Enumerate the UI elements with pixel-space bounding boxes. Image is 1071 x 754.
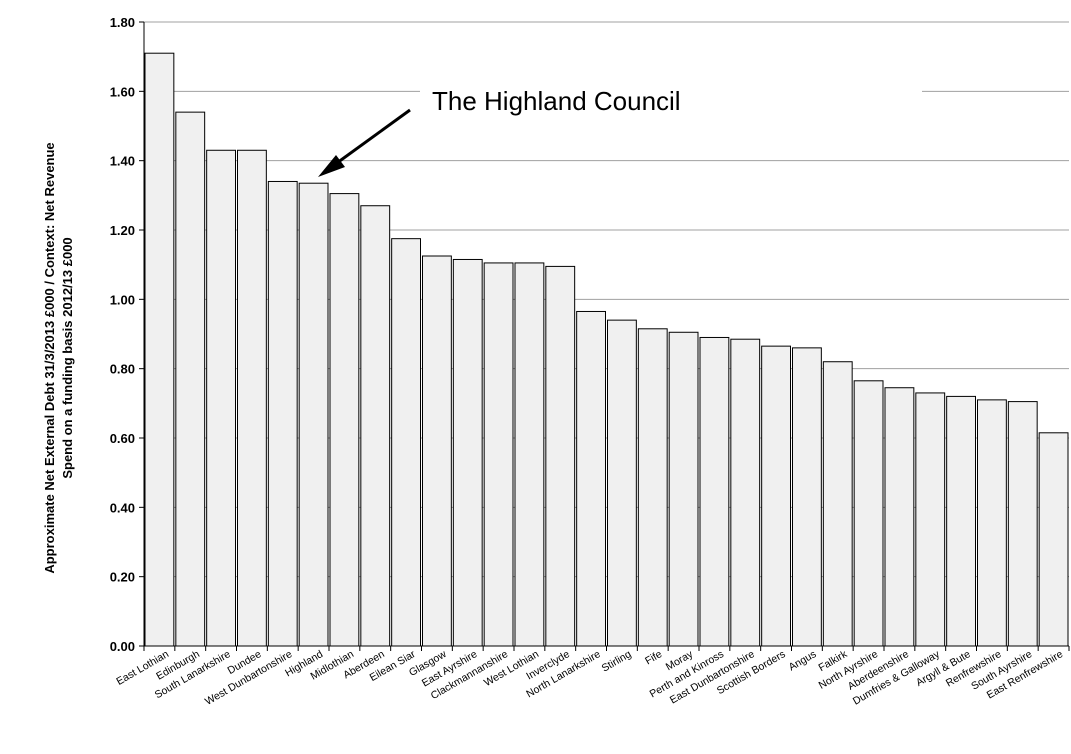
y-tick-label: 0.00 (110, 639, 135, 654)
bar (391, 238, 421, 647)
y-tick-label: 1.20 (110, 223, 135, 238)
annotation-background (420, 80, 922, 116)
bar (915, 392, 946, 647)
y-tick-label: 0.20 (110, 570, 135, 585)
axes (139, 21, 1070, 651)
x-tick-label: Stirling (600, 648, 634, 675)
y-tick-label: 1.80 (110, 15, 135, 30)
bar (1007, 401, 1038, 647)
bar (237, 149, 267, 647)
y-tick-label: 0.40 (110, 500, 135, 515)
bar (175, 111, 206, 647)
x-tick-label: Fife (643, 648, 664, 667)
bar (607, 319, 637, 647)
bar (822, 361, 853, 647)
bar (946, 395, 977, 647)
annotation-text: The Highland Council (432, 86, 681, 116)
annotation-arrow-head (318, 155, 345, 177)
bar (699, 336, 730, 647)
bar (977, 399, 1007, 647)
bars (144, 52, 1069, 647)
bar (761, 345, 792, 647)
bar (144, 52, 175, 647)
bar (329, 193, 360, 647)
annotation: The Highland Council (318, 80, 922, 177)
bar (360, 205, 391, 647)
bar (853, 380, 884, 647)
bar (730, 338, 761, 647)
bar (668, 331, 699, 647)
bar (637, 328, 668, 647)
y-axis-label-line2: Spend on a funding basis 2012/13 £000 (60, 237, 75, 478)
bar (422, 255, 452, 647)
y-tick-label: 1.60 (110, 84, 135, 99)
x-tick-label: Angus (787, 648, 819, 673)
y-tick-label: 1.40 (110, 154, 135, 169)
bar (514, 262, 545, 647)
bar (452, 258, 483, 647)
bar (483, 262, 514, 647)
bar (884, 387, 915, 647)
bar (206, 149, 237, 647)
y-tick-labels: 0.00 0.20 0.40 0.60 0.80 1.00 1.20 1.40 1.60 1.80 (110, 15, 135, 654)
bar (298, 182, 329, 647)
bar (792, 347, 822, 647)
y-tick-label: 0.80 (110, 362, 135, 377)
bar (545, 265, 576, 647)
y-tick-label: 0.60 (110, 431, 135, 446)
bar (1038, 432, 1069, 647)
bar (576, 310, 607, 647)
gridlines (144, 21, 1069, 578)
annotation-arrow-shaft (329, 108, 411, 170)
bar (267, 180, 298, 647)
y-tick-label: 1.00 (110, 292, 135, 307)
y-axis-label-line1: Approximate Net External Debt 31/3/2013 … (42, 142, 57, 573)
